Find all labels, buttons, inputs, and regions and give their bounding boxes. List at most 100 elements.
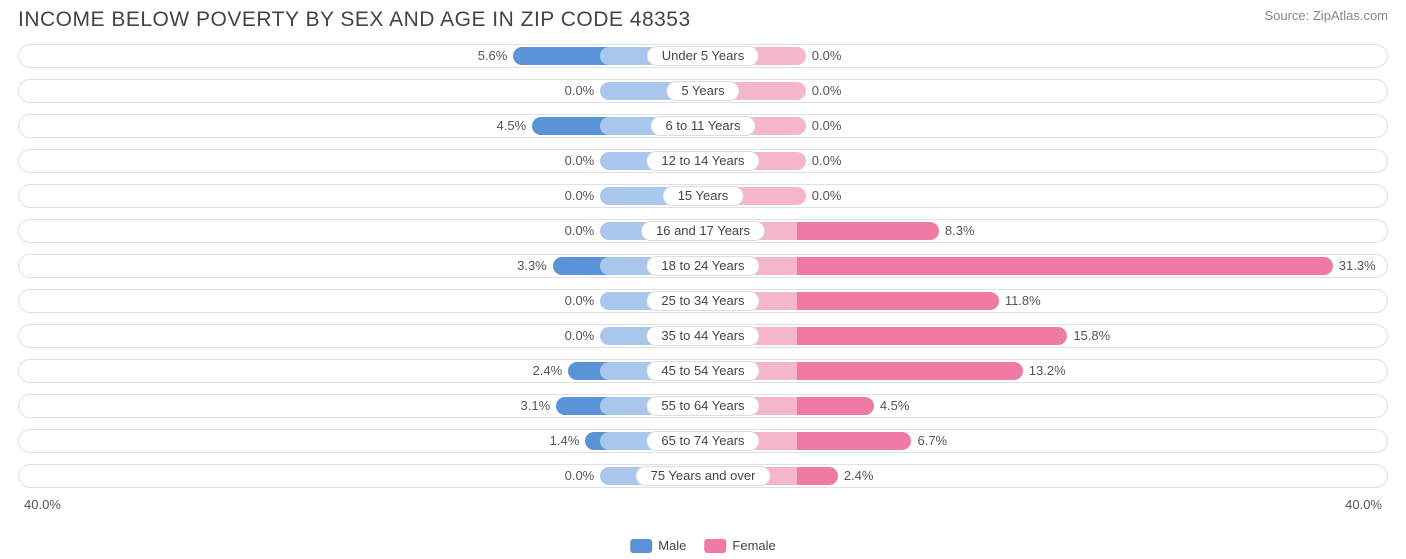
female-side: 2.4% (703, 464, 1388, 488)
male-side: 5.6% (18, 44, 703, 68)
female-side: 4.5% (703, 394, 1388, 418)
axis-label-right: 40.0% (1345, 497, 1382, 512)
category-pill: 15 Years (663, 186, 744, 206)
legend-item-female: Female (704, 538, 775, 553)
female-side: 0.0% (703, 79, 1388, 103)
male-side: 0.0% (18, 219, 703, 243)
female-pct-label: 6.7% (911, 433, 953, 448)
female-value-bar (797, 292, 999, 310)
male-pct-label: 3.1% (515, 398, 557, 413)
male-pct-label: 1.4% (544, 433, 586, 448)
male-side: 0.0% (18, 149, 703, 173)
legend-swatch-male (630, 539, 652, 553)
chart-row: 0.0% 0.0% 12 to 14 Years (18, 143, 1388, 178)
chart-row: 0.0% 0.0% 5 Years (18, 73, 1388, 108)
female-value-bar (797, 362, 1023, 380)
female-value-bar (797, 327, 1068, 345)
chart-area: 5.6% 0.0% Under 5 Years 0.0% 0.0% 5 Years 4.5%… (0, 38, 1406, 512)
female-value-bar (797, 397, 874, 415)
male-side: 4.5% (18, 114, 703, 138)
category-pill: 25 to 34 Years (646, 291, 759, 311)
female-pct-label: 0.0% (806, 118, 848, 133)
male-pct-label: 0.0% (559, 188, 601, 203)
male-side: 0.0% (18, 464, 703, 488)
axis-label-left: 40.0% (24, 497, 61, 512)
male-pct-label: 2.4% (527, 363, 569, 378)
category-pill: 45 to 54 Years (646, 361, 759, 381)
legend-swatch-female (704, 539, 726, 553)
male-value-bar (513, 47, 609, 65)
category-pill: 5 Years (666, 81, 739, 101)
female-pct-label: 13.2% (1023, 363, 1072, 378)
female-side: 0.0% (703, 149, 1388, 173)
chart-title: INCOME BELOW POVERTY BY SEX AND AGE IN Z… (18, 8, 691, 32)
axis-row: 40.0% 40.0% (18, 493, 1388, 512)
male-side: 0.0% (18, 184, 703, 208)
category-pill: Under 5 Years (647, 46, 759, 66)
male-pct-label: 5.6% (472, 48, 514, 63)
male-side: 3.3% (18, 254, 703, 278)
category-pill: 12 to 14 Years (646, 151, 759, 171)
male-pct-label: 4.5% (491, 118, 533, 133)
female-value-bar (797, 467, 838, 485)
female-pct-label: 4.5% (874, 398, 916, 413)
male-pct-label: 0.0% (559, 468, 601, 483)
male-side: 0.0% (18, 324, 703, 348)
male-pct-label: 0.0% (559, 328, 601, 343)
chart-row: 0.0% 0.0% 15 Years (18, 178, 1388, 213)
chart-row: 1.4% 6.7% 65 to 74 Years (18, 423, 1388, 458)
chart-row: 5.6% 0.0% Under 5 Years (18, 38, 1388, 73)
male-pct-label: 3.3% (511, 258, 553, 273)
male-pct-label: 0.0% (559, 83, 601, 98)
male-side: 0.0% (18, 289, 703, 313)
female-side: 31.3% (703, 254, 1388, 278)
male-value-bar (532, 117, 609, 135)
female-pct-label: 8.3% (939, 223, 981, 238)
source-label: Source: ZipAtlas.com (1264, 8, 1388, 23)
chart-row: 0.0% 11.8% 25 to 34 Years (18, 283, 1388, 318)
female-side: 0.0% (703, 184, 1388, 208)
female-side: 15.8% (703, 324, 1388, 348)
category-pill: 6 to 11 Years (651, 116, 756, 136)
male-pct-label: 0.0% (559, 153, 601, 168)
legend-item-male: Male (630, 538, 686, 553)
female-value-bar (797, 257, 1333, 275)
chart-row: 0.0% 8.3% 16 and 17 Years (18, 213, 1388, 248)
chart-row: 3.3% 31.3% 18 to 24 Years (18, 248, 1388, 283)
female-side: 8.3% (703, 219, 1388, 243)
category-pill: 65 to 74 Years (646, 431, 759, 451)
female-pct-label: 11.8% (999, 293, 1047, 308)
male-side: 0.0% (18, 79, 703, 103)
category-pill: 75 Years and over (636, 466, 771, 486)
female-pct-label: 15.8% (1067, 328, 1116, 343)
category-pill: 18 to 24 Years (646, 256, 759, 276)
chart-row: 2.4% 13.2% 45 to 54 Years (18, 353, 1388, 388)
female-pct-label: 0.0% (806, 83, 848, 98)
female-side: 13.2% (703, 359, 1388, 383)
female-value-bar (797, 222, 939, 240)
female-pct-label: 2.4% (838, 468, 880, 483)
female-value-bar (797, 432, 912, 450)
male-side: 2.4% (18, 359, 703, 383)
female-side: 6.7% (703, 429, 1388, 453)
female-pct-label: 31.3% (1333, 258, 1382, 273)
category-pill: 35 to 44 Years (646, 326, 759, 346)
female-pct-label: 0.0% (806, 48, 848, 63)
chart-row: 0.0% 15.8% 35 to 44 Years (18, 318, 1388, 353)
chart-row: 0.0% 2.4% 75 Years and over (18, 458, 1388, 493)
category-pill: 16 and 17 Years (641, 221, 765, 241)
male-side: 1.4% (18, 429, 703, 453)
female-pct-label: 0.0% (806, 153, 848, 168)
female-side: 0.0% (703, 44, 1388, 68)
legend-label-male: Male (658, 538, 686, 553)
chart-row: 3.1% 4.5% 55 to 64 Years (18, 388, 1388, 423)
female-side: 11.8% (703, 289, 1388, 313)
male-pct-label: 0.0% (559, 223, 601, 238)
legend: Male Female (630, 538, 776, 553)
category-pill: 55 to 64 Years (646, 396, 759, 416)
female-pct-label: 0.0% (806, 188, 848, 203)
male-pct-label: 0.0% (559, 293, 601, 308)
chart-row: 4.5% 0.0% 6 to 11 Years (18, 108, 1388, 143)
female-side: 0.0% (703, 114, 1388, 138)
male-side: 3.1% (18, 394, 703, 418)
